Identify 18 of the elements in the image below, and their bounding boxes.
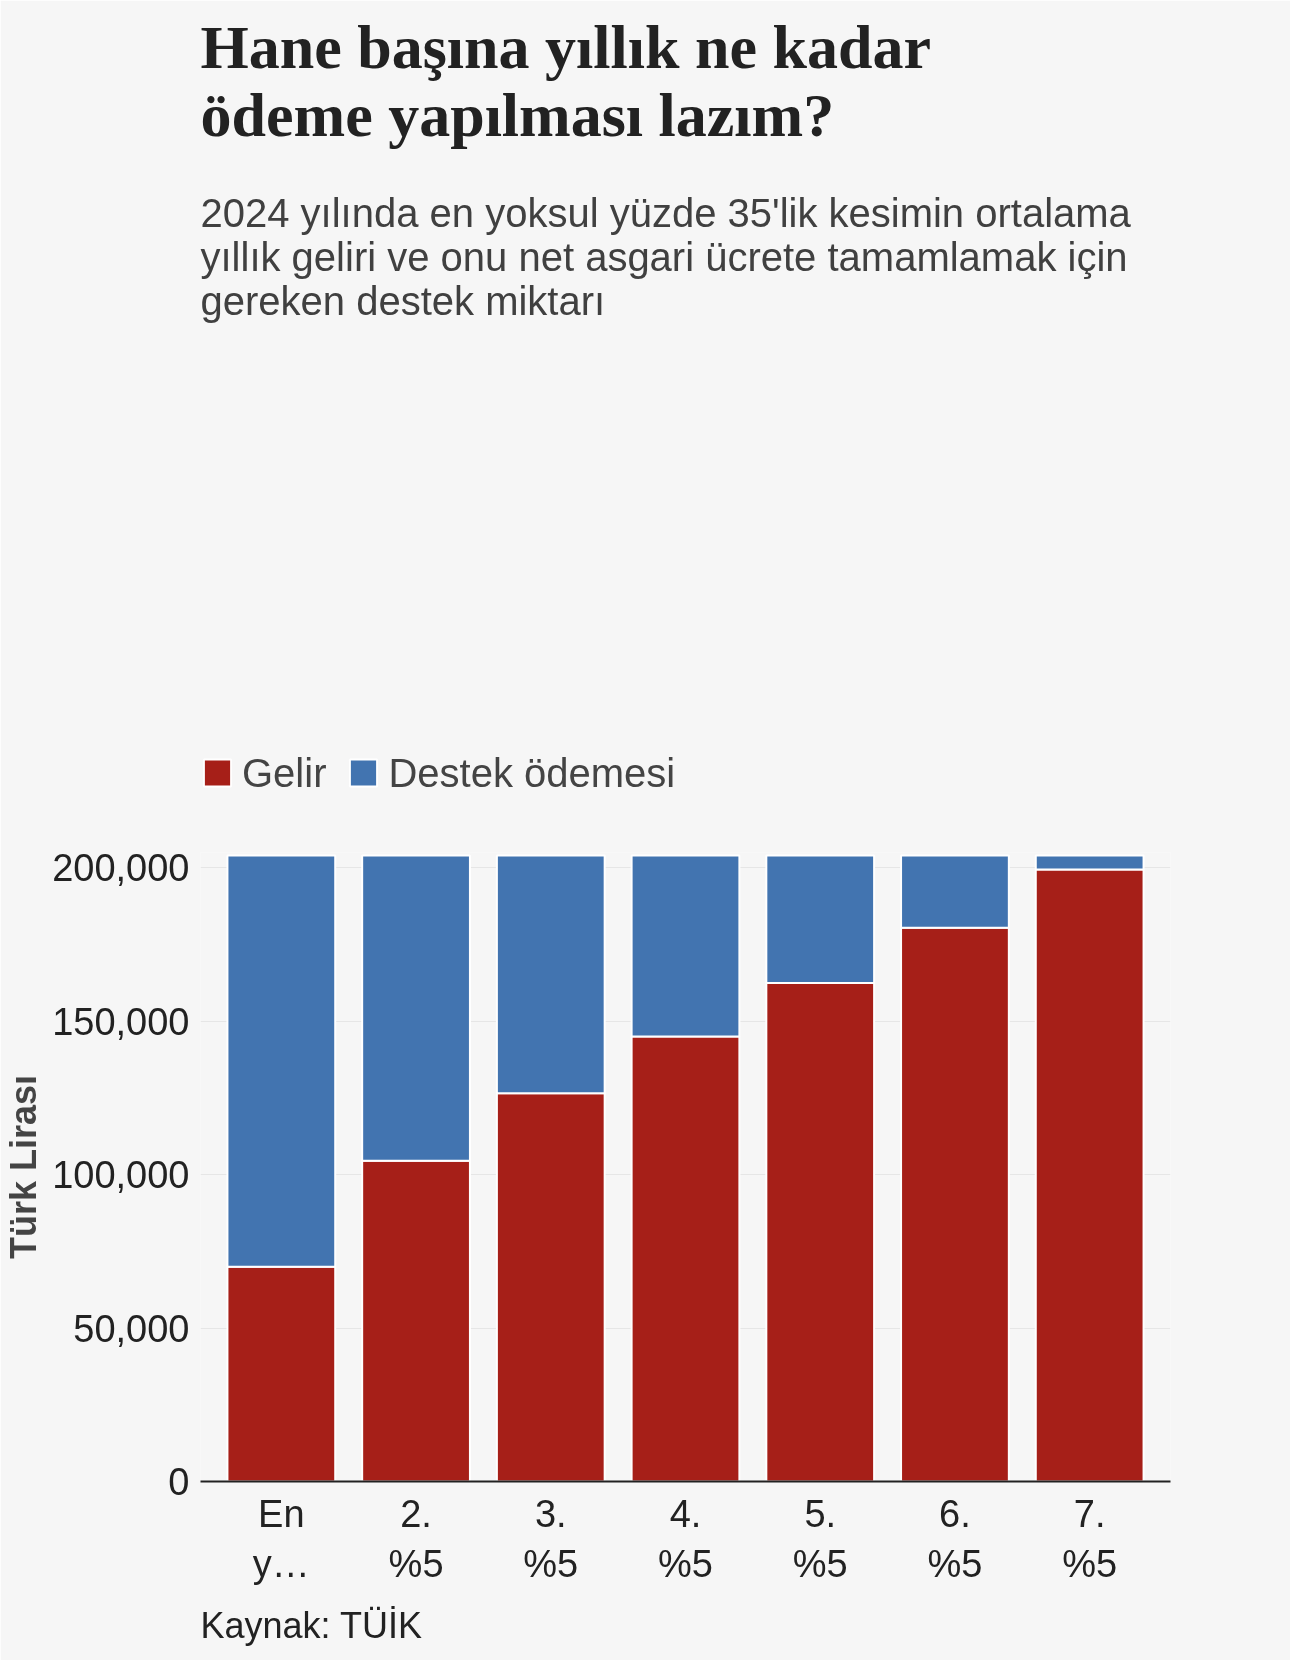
- y-tick-label: 50,000: [73, 1307, 190, 1350]
- legend-label: Destek ödemesi: [388, 750, 676, 796]
- x-tick-label: 6. %5: [927, 1492, 983, 1585]
- y-tick-label: 150,000: [52, 1000, 190, 1043]
- x-tick-label: En y…: [252, 1492, 310, 1585]
- y-tick-label: 100,000: [52, 1154, 190, 1197]
- chart-title: Hane başına yıllık ne kadar ödeme yapılması lazım?: [200, 12, 931, 149]
- x-tick-label: 4. %5: [658, 1492, 713, 1585]
- y-axis-title: Türk Lirası: [3, 1074, 45, 1260]
- x-tick-label: 2. %5: [388, 1492, 444, 1585]
- chart-subtitle: 2024 yılında en yoksul yüzde 35'lik kesimin ortalama yıllık geliri ve onu net asgari ücrete tamamlamak için gereken destek miktarı: [200, 190, 1132, 323]
- x-tick-label: 7. %5: [1062, 1492, 1118, 1585]
- text: Kaynak: TÜİK: [200, 1604, 422, 1646]
- y-tick-label: 200,000: [52, 847, 190, 890]
- x-tick-label: 3. %5: [523, 1492, 579, 1585]
- y-tick-label: 0: [168, 1461, 190, 1503]
- x-tick-label: 5. %5: [792, 1492, 848, 1585]
- legend-label: Gelir: [242, 750, 327, 796]
